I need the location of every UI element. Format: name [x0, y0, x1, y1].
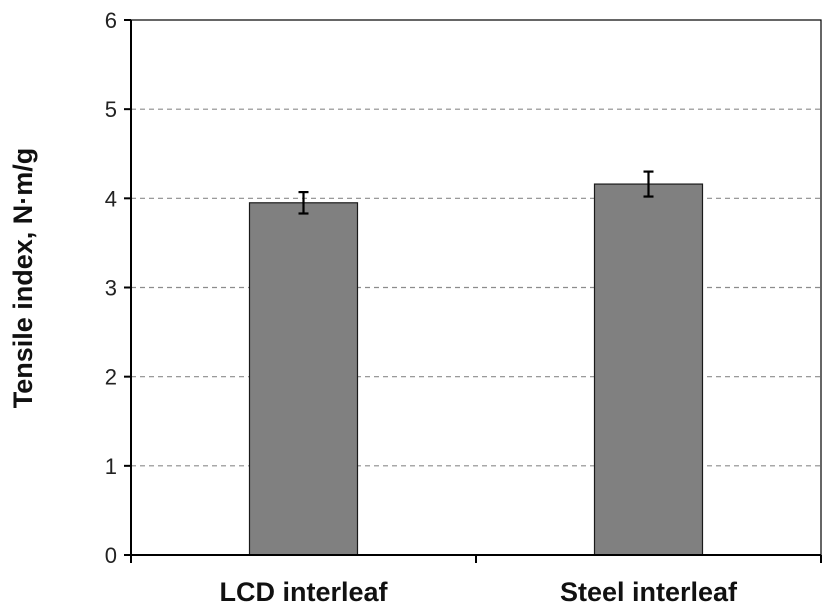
x-tick-label-1: LCD interleaf [219, 577, 388, 607]
gridlines [131, 108, 821, 467]
tick-labels: LCD interleaf Steel interleaf 0 1 2 3 4 5 6 [105, 8, 738, 607]
y-tick-label-2: 2 [105, 365, 117, 390]
bars [248, 170, 704, 556]
y-tick-label-6: 6 [105, 8, 117, 33]
y-tick-label-1: 1 [105, 454, 117, 479]
bar-1 [248, 202, 359, 556]
y-tick-label-0: 0 [105, 543, 117, 568]
axes [124, 19, 822, 563]
x-tick-label-2: Steel interleaf [560, 577, 738, 607]
y-tick-label-4: 4 [105, 186, 117, 211]
y-tick-label-5: 5 [105, 97, 117, 122]
y-axis-label: Tensile index, N·m/g [8, 148, 38, 409]
y-tick-label-3: 3 [105, 276, 117, 301]
bar-2 [593, 183, 704, 556]
